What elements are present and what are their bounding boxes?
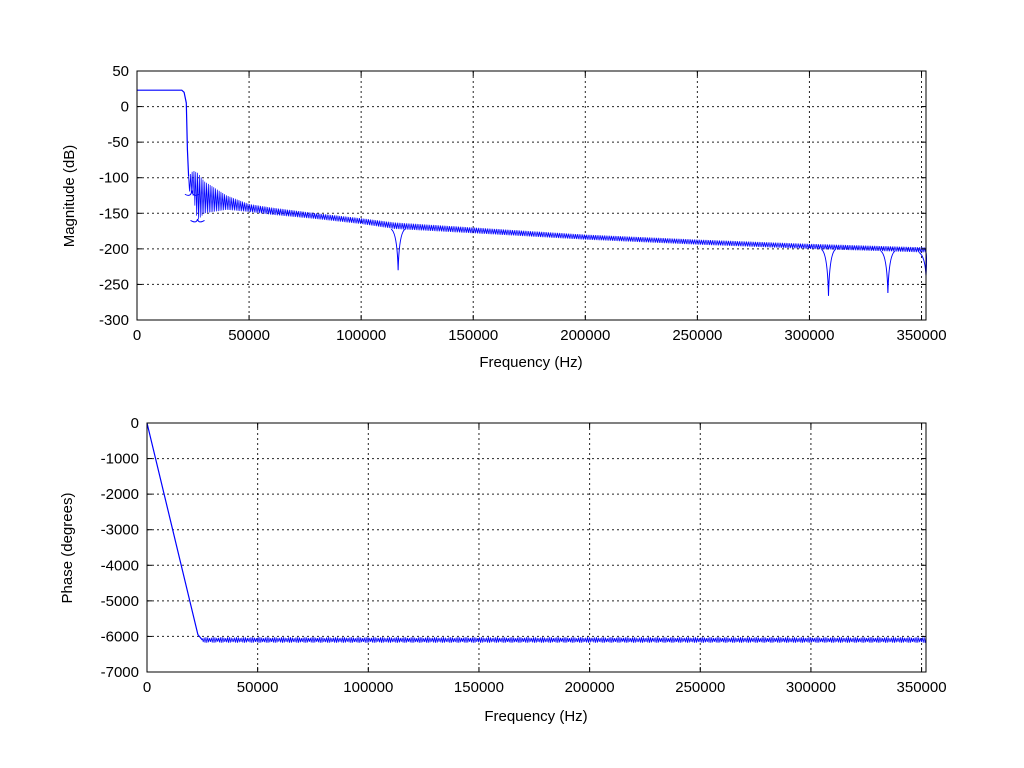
magnitude-x-tick-label: 0	[133, 327, 141, 344]
magnitude-y-tick-label: -300	[99, 312, 129, 329]
phase-y-tick-label: -3000	[101, 522, 139, 539]
magnitude-notch	[880, 250, 896, 293]
phase-plot-frame	[146, 422, 927, 673]
phase-series	[146, 422, 927, 643]
phase-stopband-ripple	[201, 637, 927, 643]
magnitude-x-tick-label: 150000	[448, 327, 498, 344]
phase-y-tick-label: -1000	[101, 451, 139, 468]
magnitude-plot: 0 50000 100000 150000 200000 250000 300000 3500…	[61, 63, 947, 371]
phase-y-tick-label: -6000	[101, 628, 139, 645]
magnitude-notch	[821, 249, 836, 296]
phase-x-axis-label: Frequency (Hz)	[484, 708, 587, 725]
magnitude-y-tick-label: -200	[99, 241, 129, 258]
phase-y-axis-label: Phase (degrees)	[59, 493, 76, 604]
phase-y-tick-label: -5000	[101, 593, 139, 610]
phase-x-tick-label: 250000	[675, 679, 725, 696]
magnitude-notch	[190, 218, 205, 223]
magnitude-x-axis-label: Frequency (Hz)	[479, 354, 582, 371]
phase-y-ticks: 0 -1000 -2000 -3000 -4000 -5000 -6000 -7000	[101, 415, 926, 681]
phase-y-tick-label: -4000	[101, 557, 139, 574]
phase-x-tick-label: 100000	[343, 679, 393, 696]
phase-y-tick-label: 0	[131, 415, 139, 432]
phase-x-tick-label: 200000	[565, 679, 615, 696]
magnitude-x-ticks: 0 50000 100000 150000 200000 250000 300000 3500…	[133, 71, 947, 344]
phase-ramp-line	[146, 422, 203, 641]
magnitude-notch	[390, 228, 406, 271]
phase-y-tick-label: -7000	[101, 664, 139, 681]
phase-x-tick-label: 0	[143, 679, 151, 696]
phase-y-tick-label: -2000	[101, 486, 139, 503]
magnitude-y-tick-label: -250	[99, 276, 129, 293]
magnitude-x-tick-label: 250000	[672, 327, 722, 344]
magnitude-x-tick-label: 200000	[560, 327, 610, 344]
phase-x-tick-label: 350000	[897, 679, 947, 696]
magnitude-y-tick-label: -150	[99, 205, 129, 222]
magnitude-y-tick-label: -50	[107, 134, 129, 151]
phase-x-tick-label: 50000	[237, 679, 279, 696]
magnitude-y-axis-label: Magnitude (dB)	[61, 145, 78, 248]
magnitude-y-tick-label: 50	[112, 63, 129, 80]
phase-x-tick-label: 150000	[454, 679, 504, 696]
magnitude-stopband-ripple	[188, 171, 926, 253]
magnitude-plot-frame	[136, 70, 927, 321]
magnitude-y-tick-label: -100	[99, 170, 129, 187]
phase-plot: 0 50000 100000 150000 200000 250000 300000 3500…	[59, 415, 947, 725]
phase-x-ticks: 0 50000 100000 150000 200000 250000 300000 3500…	[143, 423, 947, 696]
magnitude-x-tick-label: 100000	[336, 327, 386, 344]
magnitude-passband-line	[137, 89, 190, 177]
magnitude-notch	[184, 190, 200, 196]
magnitude-x-tick-label: 50000	[228, 327, 270, 344]
magnitude-x-tick-label: 300000	[784, 327, 834, 344]
magnitude-y-tick-label: 0	[121, 99, 129, 116]
magnitude-x-tick-label: 350000	[896, 327, 946, 344]
magnitude-y-ticks: 50 0 -50 -100 -150 -200 -250 -300	[99, 63, 926, 329]
phase-x-tick-label: 300000	[786, 679, 836, 696]
